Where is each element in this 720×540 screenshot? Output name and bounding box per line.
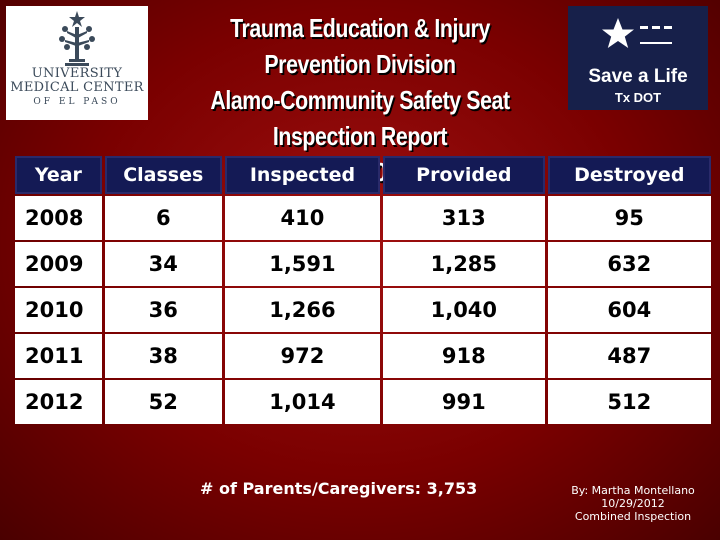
cell-inspected: 972 xyxy=(224,334,381,378)
title-division: Trauma Education & Injury Prevention Div… xyxy=(230,13,490,79)
cell-provided: 313 xyxy=(383,196,545,240)
cell-provided: 918 xyxy=(383,334,545,378)
cell-provided: 1,040 xyxy=(383,288,545,332)
table-row: 2012 52 1,014 991 512 xyxy=(15,380,711,424)
header-provided: Provided xyxy=(383,156,545,194)
cell-destroyed: 95 xyxy=(547,196,711,240)
cell-destroyed: 632 xyxy=(547,242,711,286)
inspection-table: Year Classes Inspected Provided Destroye… xyxy=(12,154,714,426)
cell-year: 2009 xyxy=(15,242,102,286)
cell-destroyed: 512 xyxy=(547,380,711,424)
cell-inspected: 1,014 xyxy=(224,380,381,424)
texas-star-flag-icon xyxy=(602,18,672,48)
umc-logo: UNIVERSITY MEDICAL CENTER OF EL PASO xyxy=(6,6,148,120)
cell-classes: 36 xyxy=(104,288,222,332)
cell-classes: 34 xyxy=(104,242,222,286)
cell-inspected: 410 xyxy=(224,196,381,240)
cell-year: 2008 xyxy=(15,196,102,240)
cell-inspected: 1,591 xyxy=(224,242,381,286)
cell-destroyed: 487 xyxy=(547,334,711,378)
parents-caregivers-total: # of Parents/Caregivers: 3,753 xyxy=(200,479,478,498)
table-row: 2008 6 410 313 95 xyxy=(15,196,711,240)
header-destroyed: Destroyed xyxy=(547,156,711,194)
txdot-agency: Tx DOT xyxy=(614,90,662,105)
table-row: 2009 34 1,591 1,285 632 xyxy=(15,242,711,286)
umc-location: OF EL PASO xyxy=(33,97,121,107)
byline-author: By: Martha Montellano xyxy=(571,484,695,497)
umc-name-line2: MEDICAL CENTER xyxy=(10,80,144,95)
cell-classes: 6 xyxy=(104,196,222,240)
cell-provided: 1,285 xyxy=(383,242,545,286)
cell-destroyed: 604 xyxy=(547,288,711,332)
cell-inspected: 1,266 xyxy=(224,288,381,332)
header-year: Year xyxy=(15,156,102,194)
cell-classes: 52 xyxy=(104,380,222,424)
cell-year: 2012 xyxy=(15,380,102,424)
txdot-logo: Save a Life Tx DOT xyxy=(568,6,708,110)
tree-emblem-icon xyxy=(59,11,95,66)
cell-provided: 991 xyxy=(383,380,545,424)
byline-note: Combined Inspection xyxy=(574,510,692,523)
table-header-row: Year Classes Inspected Provided Destroye… xyxy=(15,156,711,194)
title-report: Alamo-Community Safety Seat Inspection R… xyxy=(210,85,510,151)
cell-classes: 38 xyxy=(104,334,222,378)
umc-name-line1: UNIVERSITY xyxy=(31,66,123,81)
cell-year: 2010 xyxy=(15,288,102,332)
header-classes: Classes xyxy=(104,156,222,194)
txdot-slogan: Save a Life xyxy=(588,66,688,87)
table-row: 2011 38 972 918 487 xyxy=(15,334,711,378)
table-row: 2010 36 1,266 1,040 604 xyxy=(15,288,711,332)
header-inspected: Inspected xyxy=(224,156,381,194)
byline: By: Martha Montellano 10/29/2012 Combine… xyxy=(560,484,706,523)
cell-year: 2011 xyxy=(15,334,102,378)
byline-date: 10/29/2012 xyxy=(601,497,665,510)
